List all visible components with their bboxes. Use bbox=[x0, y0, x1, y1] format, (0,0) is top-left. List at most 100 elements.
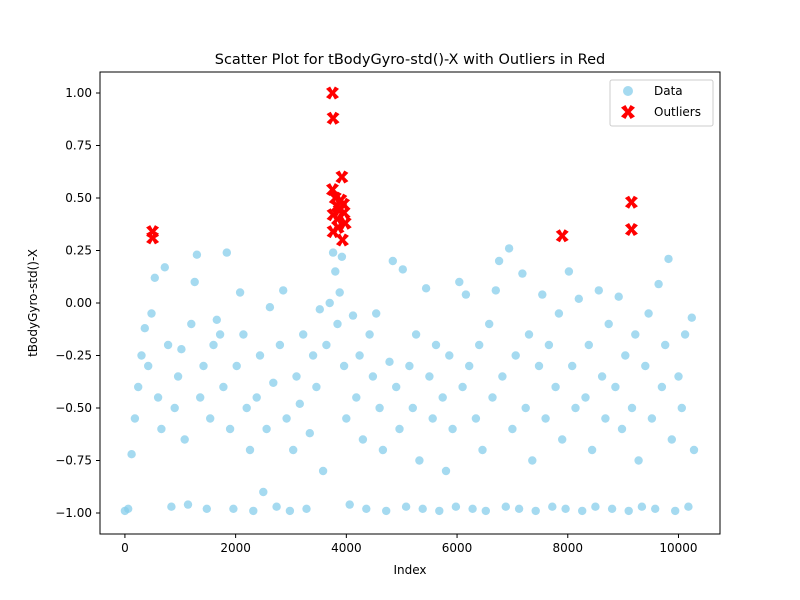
data-point bbox=[441, 466, 451, 476]
data-point bbox=[328, 248, 338, 257]
outlier-point bbox=[337, 206, 351, 220]
data-point bbox=[468, 504, 477, 513]
data-point bbox=[687, 313, 696, 322]
y-axis: −1.00 −0.75 −0.50 −0.25 0.00 0.25 0.50 0.75 1.00 bbox=[55, 86, 100, 520]
data-point bbox=[272, 502, 281, 511]
outlier-point bbox=[338, 216, 352, 230]
outlier-point bbox=[335, 233, 349, 247]
legend-marker-data bbox=[623, 86, 633, 96]
data-point bbox=[611, 382, 620, 392]
data-point bbox=[501, 502, 510, 511]
data-point bbox=[634, 456, 643, 465]
data-point bbox=[518, 269, 527, 278]
y-tick-label: 1.00 bbox=[65, 86, 92, 100]
data-point bbox=[144, 361, 153, 371]
data-point bbox=[355, 351, 364, 360]
data-point bbox=[408, 403, 417, 413]
data-point bbox=[352, 393, 361, 402]
data-point bbox=[528, 456, 537, 465]
data-point bbox=[637, 502, 647, 511]
data-point bbox=[415, 456, 424, 465]
data-point bbox=[451, 502, 461, 511]
outlier-point bbox=[624, 223, 638, 236]
data-point bbox=[385, 357, 394, 366]
data-point bbox=[345, 500, 354, 509]
data-point bbox=[160, 263, 169, 272]
data-point bbox=[177, 345, 186, 354]
data-point bbox=[661, 340, 670, 350]
y-tick-label: 0.00 bbox=[65, 296, 92, 310]
data-point bbox=[511, 351, 520, 360]
data-point bbox=[521, 403, 530, 413]
y-tick-label: 0.75 bbox=[65, 139, 92, 153]
data-point bbox=[478, 445, 487, 455]
y-tick-label: −0.25 bbox=[55, 349, 92, 363]
data-point bbox=[514, 504, 524, 513]
data-point bbox=[461, 290, 471, 299]
data-point bbox=[358, 435, 368, 444]
data-point bbox=[299, 330, 308, 339]
data-point bbox=[418, 504, 427, 513]
data-point bbox=[222, 248, 231, 257]
legend-label-outliers: Outliers bbox=[654, 105, 701, 119]
data-point bbox=[498, 372, 507, 381]
data-point bbox=[614, 292, 623, 301]
data-point bbox=[587, 445, 597, 455]
data-point bbox=[531, 506, 540, 516]
x-tick-label: 0 bbox=[121, 541, 129, 555]
data-point bbox=[157, 424, 166, 434]
data-point bbox=[339, 361, 349, 371]
data-point bbox=[255, 351, 265, 360]
data-point bbox=[285, 506, 295, 516]
data-point bbox=[130, 414, 140, 423]
data-point bbox=[192, 250, 202, 259]
data-point bbox=[631, 330, 640, 339]
data-point bbox=[431, 340, 441, 350]
data-point bbox=[481, 506, 490, 516]
plot-frame bbox=[99, 71, 721, 535]
data-point bbox=[684, 502, 693, 511]
legend: Data Outliers bbox=[609, 79, 714, 127]
outlier-point bbox=[555, 229, 569, 243]
data-point bbox=[395, 424, 404, 434]
outlier-point bbox=[326, 183, 339, 197]
data-point bbox=[196, 393, 205, 402]
data-point bbox=[365, 330, 374, 339]
data-point bbox=[170, 403, 179, 413]
x-tick-label: 8000 bbox=[552, 541, 583, 555]
y-axis-label: tBodyGyro-std()-X bbox=[26, 249, 40, 357]
legend-item-data: Data bbox=[623, 84, 683, 98]
data-point bbox=[604, 319, 613, 329]
data-point bbox=[378, 445, 388, 455]
data-point bbox=[657, 382, 667, 392]
data-point bbox=[302, 504, 311, 513]
data-point bbox=[607, 504, 617, 513]
data-point bbox=[289, 445, 298, 455]
x-tick-label: 10000 bbox=[659, 541, 697, 555]
data-point bbox=[202, 504, 211, 513]
data-point bbox=[601, 414, 610, 423]
data-point bbox=[465, 361, 474, 371]
data-point bbox=[245, 445, 255, 455]
x-tick-label: 2000 bbox=[220, 541, 251, 555]
data-point bbox=[627, 403, 637, 413]
data-point bbox=[475, 340, 484, 350]
data-point bbox=[269, 378, 278, 387]
data-point bbox=[153, 393, 163, 402]
data-point bbox=[488, 393, 497, 402]
data-point bbox=[229, 504, 238, 513]
data-point bbox=[491, 286, 500, 295]
data-point bbox=[411, 330, 421, 339]
data-point bbox=[677, 403, 686, 413]
data-point bbox=[342, 414, 351, 423]
data-point bbox=[425, 372, 434, 381]
data-point bbox=[252, 393, 261, 402]
data-point bbox=[574, 294, 583, 303]
data-point bbox=[485, 319, 494, 329]
data-point bbox=[641, 361, 650, 371]
data-point bbox=[578, 506, 587, 516]
data-point bbox=[624, 506, 633, 516]
data-point bbox=[312, 382, 321, 392]
data-point bbox=[322, 340, 331, 350]
